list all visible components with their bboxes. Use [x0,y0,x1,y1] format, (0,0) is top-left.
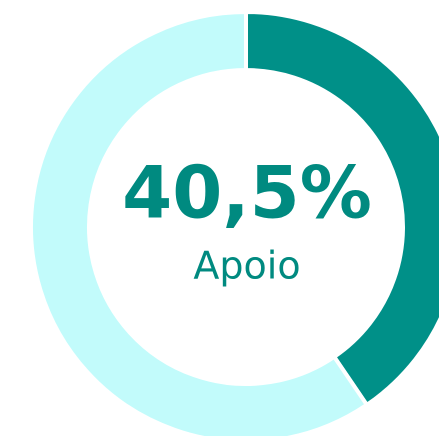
center-label: Apoio [193,244,300,288]
donut-segment [244,9,439,408]
center-value: 40,5% [122,151,372,235]
donut-segment [29,9,370,436]
donut [29,9,439,436]
